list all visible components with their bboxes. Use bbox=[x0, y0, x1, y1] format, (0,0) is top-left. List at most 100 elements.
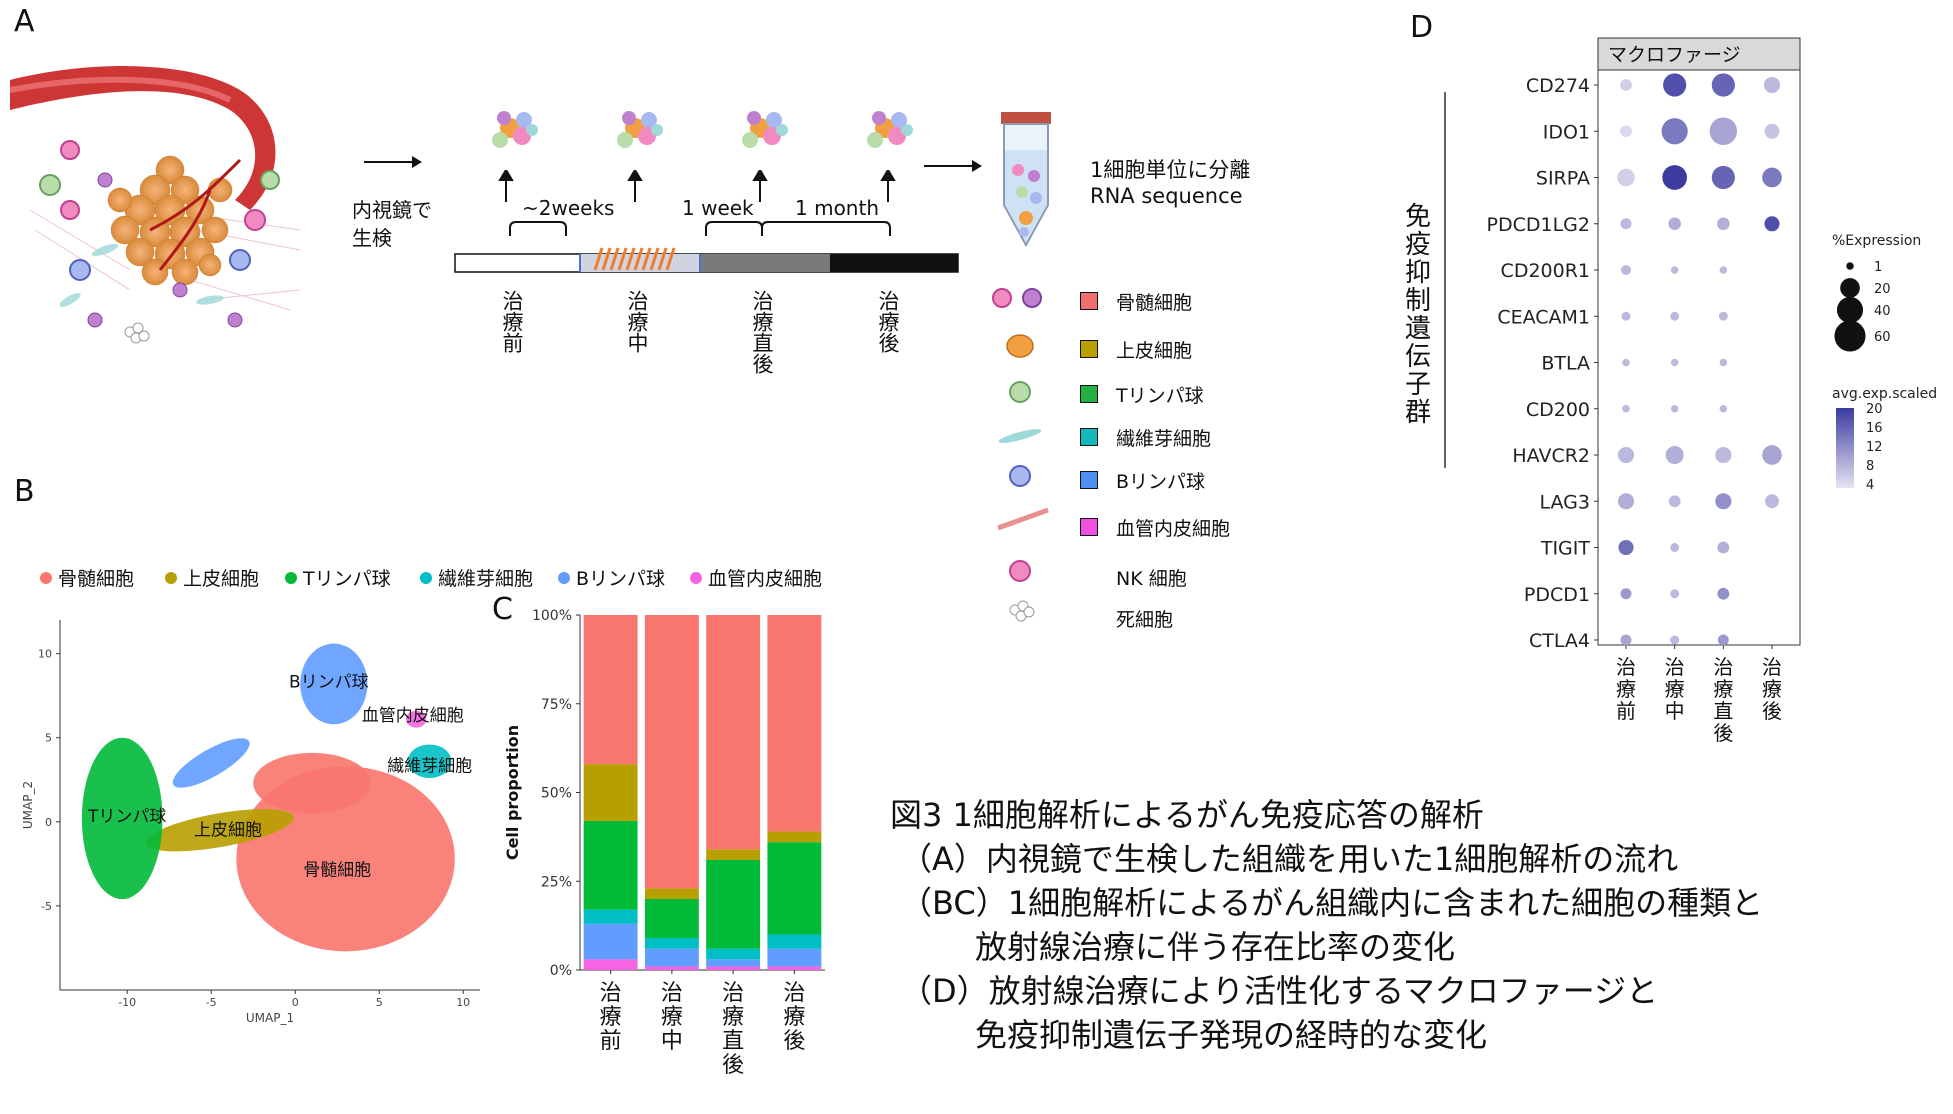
legend-label: 上皮細胞 bbox=[183, 568, 260, 590]
expression-dot bbox=[1717, 217, 1730, 231]
flow-arrow-2 bbox=[922, 154, 982, 178]
expression-dot bbox=[1620, 634, 1632, 646]
caption-line-d-2: 免疫抑制遺伝子発現の経時的な変化 bbox=[975, 1016, 1488, 1054]
expression-dot bbox=[1717, 541, 1730, 554]
expression-dot bbox=[1665, 446, 1684, 464]
caption-line-a: （A）内視鏡で生検した組織を用いた1細胞解析の流れ bbox=[900, 840, 1679, 878]
bar-x-tick-char: 前 bbox=[600, 1029, 622, 1054]
condition-char: 療 bbox=[1713, 677, 1733, 701]
expression-dot bbox=[1719, 358, 1728, 367]
umap-legend-item: Tリンパ球 bbox=[285, 564, 391, 591]
umap-cluster bbox=[236, 752, 455, 952]
timepoint-label-1: 治療前 bbox=[500, 290, 524, 353]
bar-segment bbox=[644, 938, 699, 949]
gene-label: CEACAM1 bbox=[1497, 306, 1590, 328]
caption-line-bc-1: （BC）1細胞解析によるがん組織内に含まれた細胞の種類と bbox=[900, 884, 1764, 922]
expression-dot bbox=[1668, 495, 1681, 508]
bar-y-tick-label: 25% bbox=[541, 874, 572, 890]
condition-char: 治 bbox=[1665, 655, 1685, 679]
celltype-icons bbox=[990, 278, 1060, 628]
bar-y-tick-label: 75% bbox=[541, 697, 572, 713]
bar-x-tick-char: 後 bbox=[783, 1029, 805, 1054]
bar-segment bbox=[767, 842, 822, 935]
umap-y-label: UMAP_2 bbox=[21, 781, 35, 829]
umap-cluster-label: 繊維芽細胞 bbox=[387, 756, 472, 776]
celltype-swatch bbox=[1080, 428, 1098, 446]
umap-cluster-shape bbox=[81, 737, 163, 900]
group-label-char: 制 bbox=[1405, 286, 1431, 316]
celltype-swatch bbox=[1080, 518, 1098, 536]
expression-dot bbox=[1719, 266, 1728, 274]
umap-cluster-shape bbox=[406, 710, 427, 728]
bar-segment bbox=[583, 909, 638, 924]
celltype-label: 血管内皮細胞 bbox=[1116, 518, 1231, 540]
condition-char: 直 bbox=[1713, 699, 1733, 723]
celltype-label: Tリンパ球 bbox=[1116, 385, 1204, 407]
expression-dot bbox=[1670, 358, 1679, 367]
timeline-graphic bbox=[450, 168, 970, 280]
gene-label: CD274 bbox=[1526, 75, 1590, 97]
expression-dot bbox=[1711, 73, 1735, 97]
celltype-swatch bbox=[1080, 471, 1098, 489]
umap-cluster bbox=[145, 809, 295, 852]
umap-cluster-label: 骨髄細胞 bbox=[303, 861, 371, 881]
rna-seq-label: RNA sequence bbox=[1090, 184, 1243, 208]
interval-label-3: 1 month bbox=[795, 196, 879, 220]
group-label-char: 疫 bbox=[1405, 230, 1431, 260]
bar-segment bbox=[583, 959, 638, 970]
umap-legend-item: 上皮細胞 bbox=[165, 564, 259, 591]
expression-dot bbox=[1762, 445, 1782, 465]
umap-cluster-label: 血管内皮細胞 bbox=[362, 706, 464, 726]
gene-label: PDCD1 bbox=[1524, 584, 1590, 606]
size-legend-dot bbox=[1846, 262, 1854, 270]
bar-x-tick-label: 治療前 bbox=[600, 981, 622, 1054]
bar-x-tick-label: 治療中 bbox=[661, 981, 683, 1054]
timepoint-label-4: 治療後 bbox=[876, 290, 900, 353]
expression-dot bbox=[1617, 493, 1635, 510]
dotplot: マクロファージ CD274 IDO1 SIRPA PDCD1LG2 CD200R1 CEAC… bbox=[1370, 30, 1950, 750]
legend-dot bbox=[420, 571, 432, 584]
bar-segment bbox=[583, 764, 638, 821]
umap-cluster-label: Bリンパ球 bbox=[289, 672, 369, 692]
expression-dot bbox=[1618, 539, 1634, 556]
gene-label: CD200R1 bbox=[1501, 260, 1590, 282]
expression-dot bbox=[1670, 311, 1680, 321]
expression-dot bbox=[1622, 405, 1630, 413]
legend-label: 血管内皮細胞 bbox=[708, 568, 823, 590]
facet-label: マクロファージ bbox=[1608, 44, 1741, 66]
bar-y-label: Cell proportion bbox=[503, 725, 522, 860]
expression-dot bbox=[1670, 405, 1679, 413]
colorbar-tick-label: 20 bbox=[1866, 402, 1883, 417]
interval-label-2: 1 week bbox=[682, 196, 754, 220]
dot-svg: マクロファージ CD274 IDO1 SIRPA PDCD1LG2 CD200R1 CEAC… bbox=[1405, 37, 1937, 745]
interval-label-1: ~2weeks bbox=[522, 196, 615, 220]
condition-char: 治 bbox=[1713, 655, 1733, 679]
umap-legend-item: 繊維芽細胞 bbox=[420, 564, 533, 591]
umap-cluster-shape bbox=[236, 766, 455, 952]
bar-segment bbox=[583, 923, 638, 960]
panel-label-d: D bbox=[1410, 10, 1434, 45]
gene-label: LAG3 bbox=[1540, 491, 1591, 513]
umap-y-tick-label: -5 bbox=[41, 900, 52, 913]
celltype-swatch bbox=[1080, 292, 1098, 310]
bar-x-tick-char: 後 bbox=[722, 1053, 744, 1078]
umap-plot: -10 -5 0 5 10 -5 0 5 10 UMAP_1 UMAP_2 骨髄細胞 上皮細胞 Tリンパ球… bbox=[20, 610, 490, 1030]
expression-dot bbox=[1764, 216, 1780, 232]
celltype-label: NK 細胞 bbox=[1116, 568, 1187, 590]
expression-dot bbox=[1717, 634, 1729, 646]
condition-label: 治療前 bbox=[1616, 655, 1636, 723]
expression-dot bbox=[1763, 76, 1781, 94]
expression-dot bbox=[1663, 73, 1687, 97]
expression-dot bbox=[1668, 217, 1681, 231]
condition-char: 前 bbox=[1616, 699, 1636, 723]
bar-x-tick-label: 治療直後 bbox=[722, 981, 744, 1078]
umap-y-tick-label: 0 bbox=[45, 816, 52, 829]
gene-label: CTLA4 bbox=[1529, 630, 1590, 652]
celltype-label: 上皮細胞 bbox=[1116, 340, 1193, 362]
bar-segment bbox=[767, 831, 822, 843]
bar-segment bbox=[644, 888, 699, 899]
size-legend-label: 60 bbox=[1874, 330, 1891, 345]
gene-label: CD200 bbox=[1526, 399, 1590, 421]
umap-svg: -10 -5 0 5 10 -5 0 5 10 UMAP_1 UMAP_2 骨髄細胞 上皮細胞 Tリンパ球… bbox=[21, 620, 480, 1025]
